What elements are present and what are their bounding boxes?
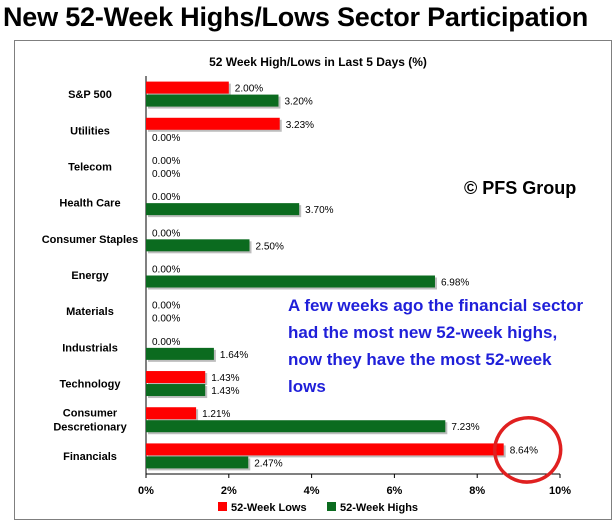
x-tick-label: 6%: [386, 485, 402, 497]
x-tick-label: 0%: [138, 485, 154, 497]
data-label-lows-industrials: 0.00%: [152, 337, 180, 348]
bar-lows-technology: [146, 371, 206, 384]
bar-highs-industrials: [146, 347, 214, 360]
data-label-lows-s-p-500: 2.00%: [235, 84, 263, 95]
bar-lows-utilities: [146, 117, 280, 130]
legend-label-lows: 52-Week Lows: [231, 502, 307, 514]
x-tick-label: 4%: [304, 485, 320, 497]
data-label-lows-energy: 0.00%: [152, 265, 180, 276]
data-label-highs-utilities: 0.00%: [152, 133, 180, 144]
category-label-consumer-descretionary: Descretionary: [53, 422, 127, 434]
data-label-highs-technology: 1.43%: [211, 386, 239, 397]
data-label-lows-financials: 8.64%: [510, 445, 538, 456]
category-label-health-care: Health Care: [59, 198, 120, 210]
data-label-highs-industrials: 1.64%: [220, 350, 248, 361]
annotation-text: A few weeks ago the financial sector had…: [288, 296, 584, 396]
category-label-technology: Technology: [60, 379, 122, 391]
data-label-highs-consumer-staples: 2.50%: [256, 241, 284, 252]
highlight-circle: [493, 416, 563, 484]
bar-highs-health-care: [146, 203, 300, 216]
bar-highs-technology: [146, 384, 206, 397]
x-axis-ticks: 0% 2% 4% 6% 8% 10%: [138, 474, 571, 497]
category-label-industrials: Industrials: [62, 342, 118, 354]
bar-lows-financials: [146, 443, 504, 456]
legend-swatch-highs: [327, 502, 336, 511]
bar-highs-energy: [146, 275, 435, 288]
x-tick-label: 10%: [549, 485, 571, 497]
category-label-financials: Financials: [63, 451, 117, 463]
bars-layer: 2.00% 3.20% 3.23% 0.00% 0.00% 0.00% 0.00% 3.70%…: [146, 81, 538, 471]
data-label-lows-materials: 0.00%: [152, 301, 180, 312]
data-label-highs-energy: 6.98%: [441, 278, 469, 289]
data-label-highs-financials: 2.47%: [254, 458, 282, 469]
chart-title: 52 Week High/Lows in Last 5 Days (%): [209, 55, 427, 69]
bar-highs-s-p-500: [146, 94, 279, 107]
data-label-lows-consumer-descretionary: 1.21%: [202, 409, 230, 420]
data-label-lows-utilities: 3.23%: [286, 120, 314, 131]
bar-highs-consumer-staples: [146, 239, 250, 252]
data-label-highs-telecom: 0.00%: [152, 169, 180, 180]
category-label-s-p-500: S&P 500: [68, 89, 112, 101]
bar-highs-financials: [146, 456, 249, 469]
copyright-text: © PFS Group: [464, 178, 577, 198]
category-label-energy: Energy: [71, 270, 109, 282]
category-label-materials: Materials: [66, 306, 114, 318]
category-label-utilities: Utilities: [70, 125, 110, 137]
data-label-highs-materials: 0.00%: [152, 314, 180, 325]
legend-swatch-lows: [218, 502, 227, 511]
category-labels: S&P 500 Utilities Telecom Health Care Consum…: [42, 89, 139, 463]
highlight-layer: [493, 416, 563, 484]
bar-lows-consumer-descretionary: [146, 407, 197, 420]
data-label-lows-health-care: 0.00%: [152, 192, 180, 203]
data-label-highs-consumer-descretionary: 7.23%: [451, 422, 479, 433]
data-label-highs-s-p-500: 3.20%: [284, 97, 312, 108]
data-label-highs-health-care: 3.70%: [305, 205, 333, 216]
legend-label-highs: 52-Week Highs: [340, 502, 418, 514]
x-tick-label: 8%: [469, 485, 485, 497]
data-label-lows-consumer-staples: 0.00%: [152, 228, 180, 239]
category-label-consumer-descretionary: Consumer: [63, 408, 118, 420]
x-tick-label: 2%: [221, 485, 237, 497]
bar-lows-s-p-500: [146, 81, 229, 94]
bar-highs-consumer-descretionary: [146, 420, 446, 433]
page-headline: New 52-Week Highs/Lows Sector Participat…: [3, 2, 589, 32]
data-label-lows-technology: 1.43%: [211, 373, 239, 384]
legend: 52-Week Lows 52-Week Highs: [218, 502, 418, 514]
data-label-lows-telecom: 0.00%: [152, 156, 180, 167]
category-label-telecom: Telecom: [68, 161, 112, 173]
category-label-consumer-staples: Consumer Staples: [42, 234, 139, 246]
